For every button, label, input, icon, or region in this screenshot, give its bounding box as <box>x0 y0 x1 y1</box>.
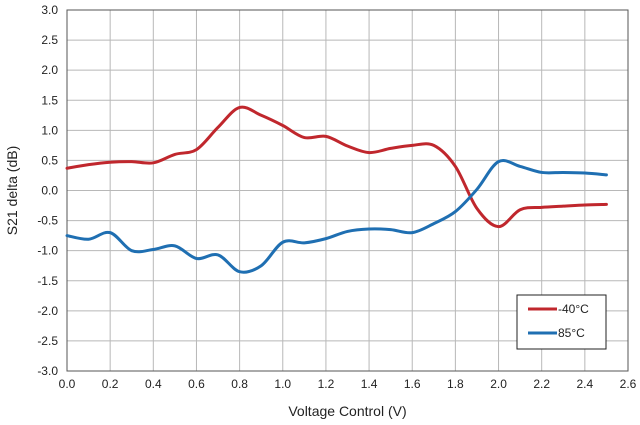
y-axis-ticks: 3.0 2.5 2.0 1.5 1.0 0.5 0.0 -0.5 -1.0 -1.5 -2.0 -2.… <box>37 3 58 378</box>
y-tick-label: -2.5 <box>37 334 58 348</box>
x-tick-label: 2.2 <box>533 377 550 391</box>
y-tick-label: -0.5 <box>37 214 58 228</box>
y-tick-label: 1.5 <box>41 93 58 107</box>
series-line-85c <box>65 159 608 274</box>
plot-area-frame <box>66 9 629 372</box>
x-tick-label: 0.2 <box>102 377 119 391</box>
x-tick-label: 0.8 <box>231 377 248 391</box>
y-tick-label: -1.0 <box>37 244 58 258</box>
x-tick-label: 1.8 <box>447 377 464 391</box>
x-tick-label: 0.4 <box>145 377 162 391</box>
legend: -40°C 85°C <box>516 294 607 350</box>
y-tick-label: -3.0 <box>37 364 58 378</box>
x-tick-label: 1.6 <box>404 377 421 391</box>
legend-label: -40°C <box>558 302 589 316</box>
x-tick-label: 1.2 <box>318 377 335 391</box>
x-axis-ticks: 0.0 0.2 0.4 0.6 0.8 1.0 1.2 1.4 1.6 1.8 2.0 2.2 2.4 2… <box>59 377 637 391</box>
y-tick-label: 1.0 <box>41 123 58 137</box>
y-axis-title: S21 delta (dB) <box>4 146 20 236</box>
legend-label: 85°C <box>558 326 585 340</box>
y-tick-label: -2.0 <box>37 304 58 318</box>
x-tick-label: 2.6 <box>620 377 637 391</box>
x-tick-label: 2.4 <box>577 377 594 391</box>
y-tick-label: -1.5 <box>37 274 58 288</box>
y-tick-label: 0.5 <box>41 153 58 167</box>
series-line-minus-40c <box>65 105 608 229</box>
y-tick-label: 0.0 <box>41 184 58 198</box>
x-tick-label: 1.4 <box>361 377 378 391</box>
x-tick-label: 0.0 <box>59 377 76 391</box>
y-tick-label: 3.0 <box>41 3 58 17</box>
x-tick-label: 0.6 <box>188 377 205 391</box>
x-axis-title: Voltage Control (V) <box>288 403 406 419</box>
legend-box <box>516 294 607 350</box>
x-tick-label: 2.0 <box>490 377 507 391</box>
y-tick-label: 2.5 <box>41 33 58 47</box>
series-layer <box>65 105 608 274</box>
y-tick-label: 2.0 <box>41 63 58 77</box>
x-tick-label: 1.0 <box>274 377 291 391</box>
